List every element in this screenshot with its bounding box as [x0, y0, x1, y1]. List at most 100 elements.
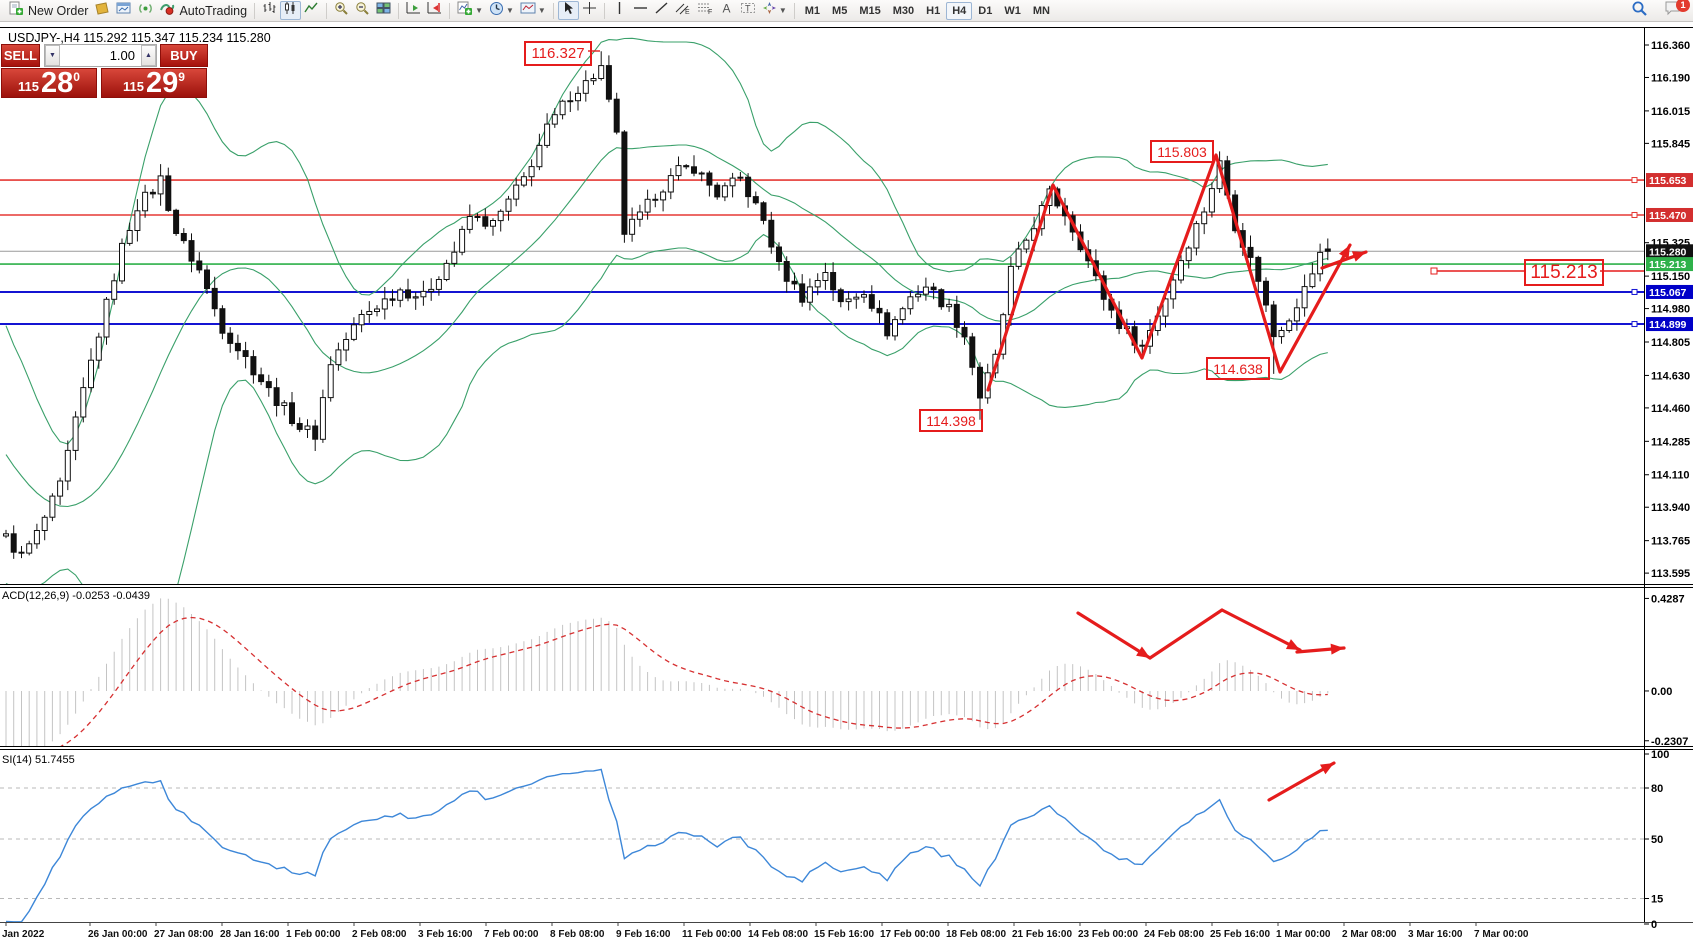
- auto-scroll-button[interactable]: [403, 1, 424, 20]
- dropdown-caret-icon: ▼: [537, 6, 546, 15]
- buy-price[interactable]: 115 29 9: [101, 68, 207, 98]
- rsi-indicator-label: SI(14) 51.7455: [2, 754, 75, 766]
- text-icon: A: [720, 1, 733, 20]
- time-label: 3 Mar 16:00: [1408, 929, 1463, 940]
- buy-price-prefix: 115: [123, 79, 145, 94]
- signals-icon: [138, 1, 153, 21]
- timeframe-d1[interactable]: D1: [978, 4, 993, 17]
- timeframe-mn[interactable]: MN: [1032, 4, 1050, 17]
- new-chart-icon: [116, 1, 132, 20]
- svg-text:114.285: 114.285: [1651, 436, 1690, 448]
- timeframe-m30[interactable]: M30: [892, 4, 915, 17]
- indicators-button[interactable]: ▼: [454, 1, 486, 20]
- timeframe-h1[interactable]: H1: [926, 4, 941, 17]
- svg-text:115.213: 115.213: [1649, 259, 1687, 271]
- svg-text:80: 80: [1651, 783, 1663, 795]
- new-order-icon: [9, 1, 24, 21]
- svg-text:115.653: 115.653: [1649, 175, 1687, 187]
- new-order-button[interactable]: New Order: [6, 1, 91, 20]
- svg-text:T: T: [745, 4, 751, 14]
- zoom-in-icon: [334, 1, 349, 21]
- vertical-line-button[interactable]: [609, 1, 630, 20]
- sell-price[interactable]: 115 28 0: [1, 68, 97, 98]
- vertical-line-icon: [613, 1, 626, 20]
- time-label: 23 Feb 00:00: [1078, 929, 1139, 940]
- arrows-button[interactable]: ▼: [759, 1, 790, 20]
- timeframe-w1[interactable]: W1: [1004, 4, 1021, 17]
- trend-arrows-macd[interactable]: [1076, 608, 1346, 660]
- crosshair-button[interactable]: [579, 1, 600, 20]
- toolbar-separator: [449, 2, 451, 19]
- fibonacci-icon: F: [697, 1, 713, 20]
- hline-handle[interactable]: [1631, 177, 1638, 184]
- svg-text:A: A: [722, 2, 730, 16]
- time-label: 17 Feb 00:00: [880, 929, 941, 940]
- time-axis[interactable]: Jan 2022 26 Jan 00:00 27 Jan 08:00 28 Jan 1…: [0, 926, 1693, 946]
- timeframe-h4[interactable]: H4: [946, 1, 973, 20]
- volume-decrease-button[interactable]: ▼: [45, 45, 60, 66]
- svg-text:116.190: 116.190: [1651, 72, 1690, 84]
- toolbar-separator: [793, 2, 795, 19]
- hline-handle[interactable]: [1631, 211, 1638, 218]
- trend-arrows-main[interactable]: [986, 153, 1368, 392]
- timeframe-m15[interactable]: M15: [859, 4, 881, 17]
- time-label: 9 Feb 16:00: [616, 929, 671, 940]
- profile-button[interactable]: [91, 1, 113, 20]
- time-label: 2 Mar 08:00: [1342, 929, 1397, 940]
- time-label: 1 Feb 00:00: [286, 929, 341, 940]
- text-button[interactable]: A: [716, 1, 737, 20]
- notifications-button[interactable]: 1: [1661, 0, 1690, 20]
- trend-arrows-rsi[interactable]: [1267, 761, 1336, 802]
- trendline-icon: [654, 1, 669, 20]
- price-axis[interactable]: 116.360116.190116.015115.845115.325115.1…: [1644, 40, 1693, 931]
- cursor-button[interactable]: [557, 1, 579, 20]
- svg-text:115.845: 115.845: [1651, 138, 1690, 150]
- trendline-button[interactable]: [651, 1, 672, 20]
- candlesticks: [3, 51, 1331, 559]
- indicators-icon: [457, 1, 473, 21]
- buy-button[interactable]: BUY: [160, 44, 208, 67]
- price-annotation[interactable]: 114.398: [919, 409, 983, 432]
- equidistant-channel-button[interactable]: E: [672, 1, 694, 20]
- price-tag: [1646, 173, 1693, 188]
- hline-handle[interactable]: [1631, 321, 1638, 328]
- templates-button[interactable]: ▼: [517, 1, 549, 20]
- time-label: 7 Feb 00:00: [484, 929, 539, 940]
- zoom-in-button[interactable]: [331, 1, 352, 20]
- fibonacci-button[interactable]: F: [694, 1, 716, 20]
- timeframe-m1[interactable]: M1: [804, 4, 821, 17]
- signals-button[interactable]: [135, 1, 156, 20]
- bar-chart-button[interactable]: [259, 1, 280, 20]
- svg-text:114.899: 114.899: [1649, 319, 1687, 331]
- hline-handle[interactable]: [1631, 288, 1638, 295]
- svg-text:0.00: 0.00: [1651, 686, 1672, 698]
- timeframe-m5[interactable]: M5: [832, 4, 848, 17]
- autotrading-button[interactable]: AutoTrading: [156, 1, 250, 20]
- new-chart-button[interactable]: [113, 1, 135, 20]
- horizontal-line-button[interactable]: [630, 1, 651, 20]
- tile-windows-button[interactable]: [373, 1, 394, 20]
- price-annotation[interactable]: 115.803: [1150, 140, 1214, 163]
- zoom-out-button[interactable]: [352, 1, 373, 20]
- price-annotation[interactable]: 116.327: [524, 41, 592, 66]
- search-button[interactable]: [1628, 1, 1651, 20]
- sell-button[interactable]: SELL: [1, 44, 40, 67]
- timeframe-toolbar: M1 M5 M15 M30 H1 H4 D1 W1 MN: [799, 1, 1056, 20]
- volume-value[interactable]: 1.00: [109, 48, 135, 63]
- line-chart-button[interactable]: [301, 1, 322, 20]
- time-label: 28 Jan 16:00: [220, 929, 280, 940]
- candlestick-chart-button[interactable]: [280, 1, 302, 20]
- price-annotation[interactable]: 114.638: [1206, 357, 1270, 380]
- buy-price-big: 29: [146, 67, 179, 99]
- chart-shift-button[interactable]: [424, 1, 445, 20]
- price-annotation[interactable]: 115.213: [1524, 259, 1604, 286]
- text-label-button[interactable]: T: [737, 1, 759, 20]
- autotrading-label: AutoTrading: [179, 3, 248, 18]
- time-label: 15 Feb 16:00: [814, 929, 875, 940]
- toolbar-separator: [398, 2, 400, 19]
- one-click-trading-panel: SELL ▼ 1.00 ▲ BUY 115 28 0 115 29 9: [1, 44, 209, 98]
- periods-button[interactable]: ▼: [486, 1, 517, 20]
- volume-increase-button[interactable]: ▲: [141, 45, 156, 66]
- annotation-leader: [1430, 267, 1524, 275]
